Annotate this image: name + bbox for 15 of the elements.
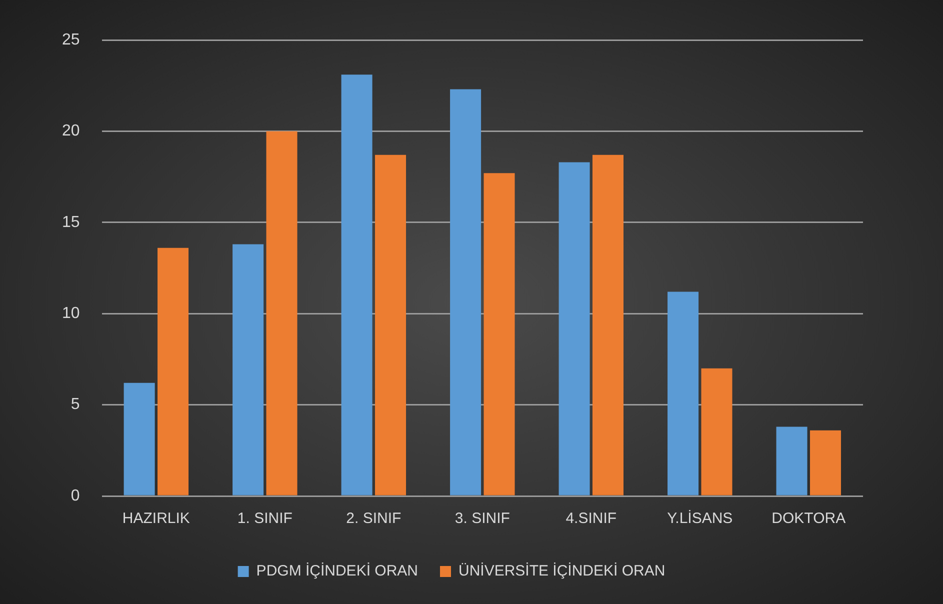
y-tick-label: 10 <box>62 305 80 322</box>
x-tick-label: Y.LİSANS <box>667 509 733 528</box>
x-tick-label: DOKTORA <box>772 510 846 528</box>
x-tick-label: HAZIRLIK <box>122 510 190 528</box>
legend-label: PDGM İÇİNDEKİ ORAN <box>256 562 418 580</box>
y-tick-label: 0 <box>70 487 80 504</box>
x-tick-label: 4.SINIF <box>566 510 617 528</box>
x-tick-label: 2. SINIF <box>346 510 402 528</box>
legend-label: ÜNİVERSİTE İÇİNDEKİ ORAN <box>458 562 666 580</box>
y-tick-label: 5 <box>70 396 80 414</box>
y-tick-label: 25 <box>62 31 80 48</box>
y-tick-label: 20 <box>62 122 80 140</box>
x-tick-label: 3. SINIF <box>454 510 510 528</box>
y-tick-label: 15 <box>62 214 80 231</box>
x-tick-label: 1. SINIF <box>237 510 292 528</box>
